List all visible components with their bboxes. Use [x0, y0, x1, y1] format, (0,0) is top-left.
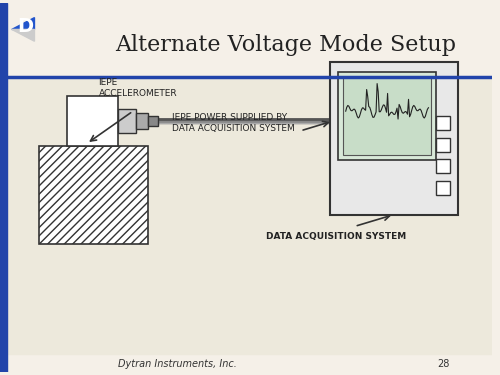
Bar — [436, 181, 450, 195]
Text: IEPE
ACCELEROMETER: IEPE ACCELEROMETER — [98, 78, 177, 98]
Bar — [436, 159, 450, 173]
Polygon shape — [12, 18, 34, 29]
Bar — [158, 119, 335, 123]
Bar — [148, 116, 158, 126]
Bar — [7, 10, 492, 77]
Text: 28: 28 — [437, 359, 450, 369]
Text: DATA ACQUISITION SYSTEM: DATA ACQUISITION SYSTEM — [266, 232, 406, 241]
Bar — [330, 62, 458, 214]
Bar — [136, 113, 147, 129]
Bar — [0, 3, 7, 372]
Bar — [7, 77, 492, 354]
Bar — [40, 146, 148, 244]
Text: IEPE POWER SUPPLIED BY
DATA ACQUISITION SYSTEM: IEPE POWER SUPPLIED BY DATA ACQUISITION … — [172, 113, 295, 133]
Bar — [338, 72, 436, 160]
Bar — [436, 138, 450, 152]
Text: Alternate Voltage Mode Setup: Alternate Voltage Mode Setup — [115, 34, 456, 56]
Text: D: D — [18, 17, 34, 36]
Bar — [342, 77, 432, 156]
Bar — [436, 116, 450, 130]
Bar — [67, 96, 118, 146]
Bar — [118, 109, 136, 133]
Text: Dytran Instruments, Inc.: Dytran Instruments, Inc. — [118, 359, 236, 369]
Polygon shape — [12, 29, 34, 41]
